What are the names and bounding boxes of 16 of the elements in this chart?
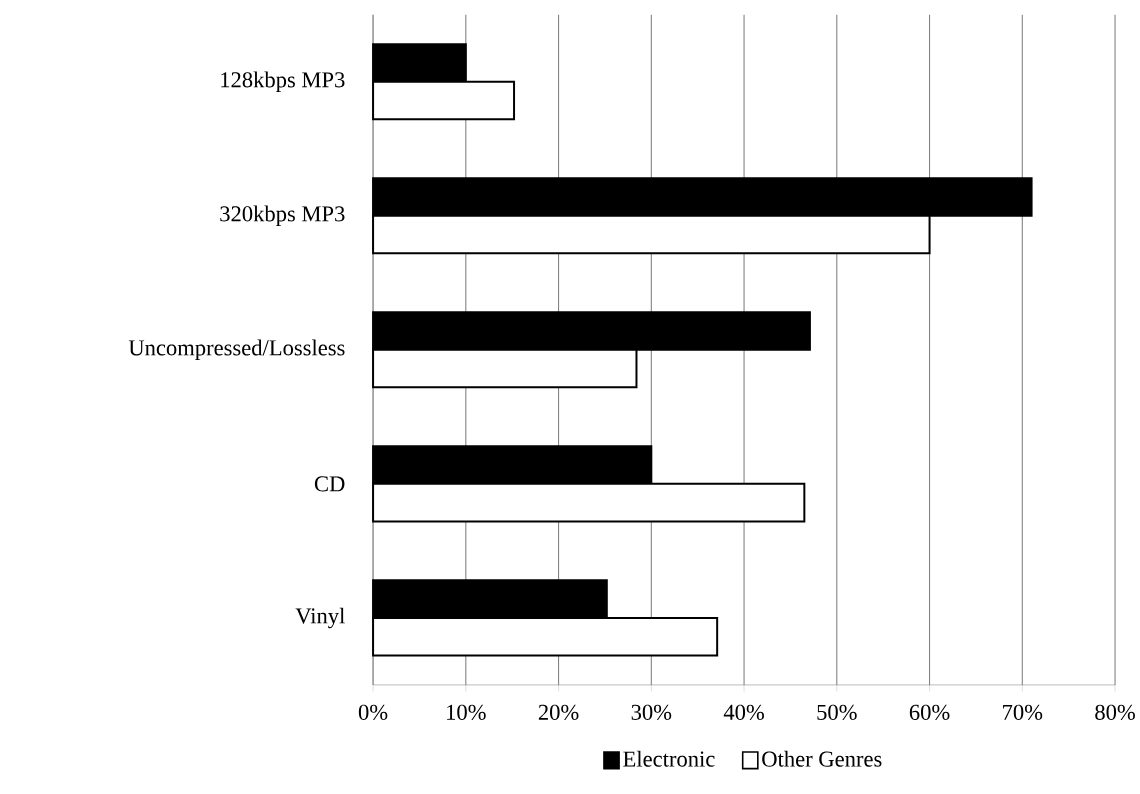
legend-label: Other Genres (762, 750, 882, 767)
x-tick-label: 50% (817, 704, 857, 721)
x-tick-label: 10% (447, 704, 486, 721)
y-tick-label: CD (314, 476, 345, 492)
x-tick-label: 20% (538, 704, 579, 721)
y-tick-label: 128kbps MP3 (221, 71, 345, 93)
y-tick-label: 320kbps MP3 (220, 205, 345, 227)
x-tick-label: 30% (631, 704, 672, 721)
y-tick-label: Uncompressed/Lossless (128, 339, 345, 361)
x-tick-label: 70% (1003, 704, 1043, 721)
x-tick-label: 80% (1095, 704, 1135, 721)
x-tick-label: 40% (723, 704, 764, 721)
x-tick-label: 60% (909, 704, 950, 721)
legend-label: Electronic (623, 750, 715, 767)
y-tick-label: Vinyl (295, 607, 345, 629)
x-tick-label: 0% (358, 704, 388, 721)
